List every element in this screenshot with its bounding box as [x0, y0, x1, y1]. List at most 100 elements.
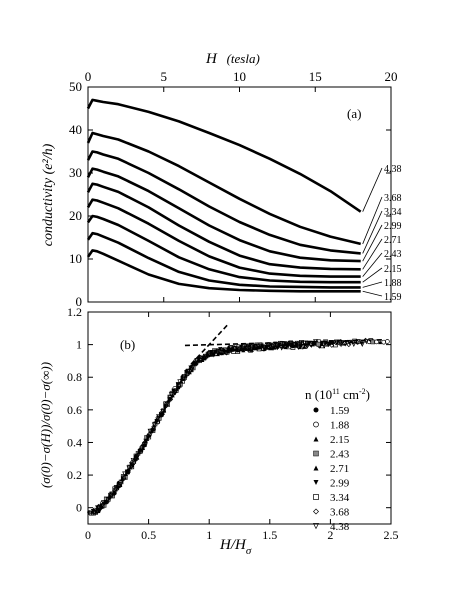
panel-b: 0 0.5 1 1.5 2 2.5 0 0.2 0.4 0.6 0.8 1 1.2 1.59 1.88 2.… [38, 305, 399, 557]
curve-label-leader [362, 281, 383, 288]
data-point-2-15 [283, 342, 288, 347]
panel-b-data-markers [87, 337, 390, 516]
legend-marker-2-71 [313, 465, 319, 471]
data-point-3-68 [214, 349, 220, 355]
data-point-4-38 [147, 428, 153, 434]
data-point-4-38 [206, 351, 213, 357]
data-point-2-15 [312, 341, 317, 346]
curve-label: 2.71 [384, 235, 402, 246]
data-point-3-68 [231, 345, 237, 351]
legend-label: 2.15 [330, 434, 350, 446]
legend-marker-2-99 [313, 480, 319, 485]
series-line-2-15 [86, 214, 361, 284]
data-point-4-38 [219, 349, 225, 356]
legend-marker-2-43 [313, 450, 319, 457]
data-point-3-68 [121, 475, 127, 481]
data-point-3-68 [176, 383, 182, 389]
data-point-4-38 [296, 344, 302, 351]
data-point-3-68 [193, 361, 199, 367]
panel-a-y-tick-label: 20 [69, 208, 82, 223]
data-point-3-68 [219, 346, 225, 352]
panel-b-y-tick-label: 0.2 [67, 468, 82, 482]
data-point-4-38 [96, 508, 102, 514]
data-point-3-34 [91, 510, 96, 516]
data-point-1-59 [327, 341, 332, 346]
panel-b-x-tick-label: 0.5 [141, 528, 156, 542]
data-point-4-38 [151, 422, 157, 428]
panel-a-label: (a) [347, 106, 361, 121]
panel-b-xlabel: H/Hσ [219, 537, 252, 557]
data-point-4-38 [122, 471, 128, 477]
data-point-4-38 [211, 352, 217, 358]
panel-b-xlabel-main: H/H [219, 537, 247, 553]
legend-title-exp1: 11 [332, 387, 340, 396]
panel-b-guide-lines [184, 324, 385, 365]
curve-label: 2.43 [384, 249, 402, 260]
data-point-3-34 [154, 419, 160, 424]
data-point-4-38 [190, 364, 196, 370]
panel-a-top-xlabel-symbol: H [205, 51, 218, 67]
panel-b-y-tick-label: 0.6 [67, 403, 82, 417]
data-point-2-15 [330, 339, 335, 344]
data-point-3-34 [146, 434, 152, 440]
panel-a-x-tick-label: 0 [85, 69, 92, 84]
panel-b-y-tick-label: 1.2 [67, 305, 82, 319]
data-point-4-38 [92, 507, 98, 513]
data-point-3-68 [344, 339, 350, 345]
data-point-4-38 [228, 345, 234, 351]
panel-a-curves [86, 98, 362, 293]
data-point-1-88 [385, 339, 390, 344]
data-point-4-38 [168, 392, 174, 398]
data-point-4-38 [351, 341, 357, 347]
series-line-2-71 [86, 182, 361, 271]
data-point-3-68 [303, 344, 309, 350]
panel-b-ticks: 0 0.5 1 1.5 2 2.5 0 0.2 0.4 0.6 0.8 1 1.2 [67, 305, 399, 542]
curve-label-leader [362, 167, 383, 212]
legend-label: 2.71 [330, 463, 349, 475]
data-point-4-38 [100, 500, 107, 506]
series-line-2-43 [86, 198, 361, 278]
data-point-3-68 [180, 376, 186, 382]
curve-label: 2.99 [384, 221, 402, 232]
data-point-4-38 [245, 343, 251, 349]
data-point-3-34 [120, 474, 126, 479]
data-point-2-99 [273, 341, 278, 346]
data-point-3-68 [261, 344, 267, 350]
data-point-3-68 [240, 347, 246, 353]
data-point-4-38 [177, 379, 183, 385]
series-line-3-68 [86, 131, 362, 246]
curve-label: 1.59 [384, 292, 402, 303]
data-point-4-38 [322, 339, 329, 345]
series-line-3-34 [86, 150, 361, 255]
data-point-1-88 [374, 339, 379, 345]
panel-a-y-tick-label: 10 [69, 251, 82, 266]
data-point-4-38 [185, 368, 191, 374]
data-point-4-38 [274, 345, 281, 351]
panel-a-y-tick-label: 0 [76, 294, 83, 309]
data-point-4-38 [160, 408, 166, 415]
data-point-2-43 [370, 339, 376, 345]
curve-label-leader [362, 196, 383, 245]
legend-label: 2.99 [330, 478, 350, 490]
data-point-4-38 [223, 350, 230, 356]
legend-title-exp2: -2 [359, 387, 366, 396]
data-point-3-68 [265, 342, 271, 348]
legend-label: 3.34 [330, 492, 350, 504]
curve-label: 4.38 [384, 164, 402, 175]
legend-marker-1-59 [313, 407, 319, 413]
series-line-2-99 [86, 167, 361, 263]
legend-title-suffix: ) [366, 387, 370, 402]
legend-label: 4.38 [330, 521, 350, 533]
data-point-2-99 [162, 406, 167, 411]
data-point-4-38 [232, 346, 238, 352]
data-point-4-38 [304, 343, 310, 349]
data-point-4-38 [113, 485, 119, 491]
panel-b-frame [87, 311, 392, 525]
guide-line [190, 324, 228, 365]
data-point-2-15 [294, 342, 299, 347]
panel-a-x-tick-label: 15 [309, 69, 322, 84]
data-point-4-38 [253, 343, 259, 349]
data-point-4-38 [202, 353, 208, 359]
data-point-2-99 [359, 341, 364, 346]
